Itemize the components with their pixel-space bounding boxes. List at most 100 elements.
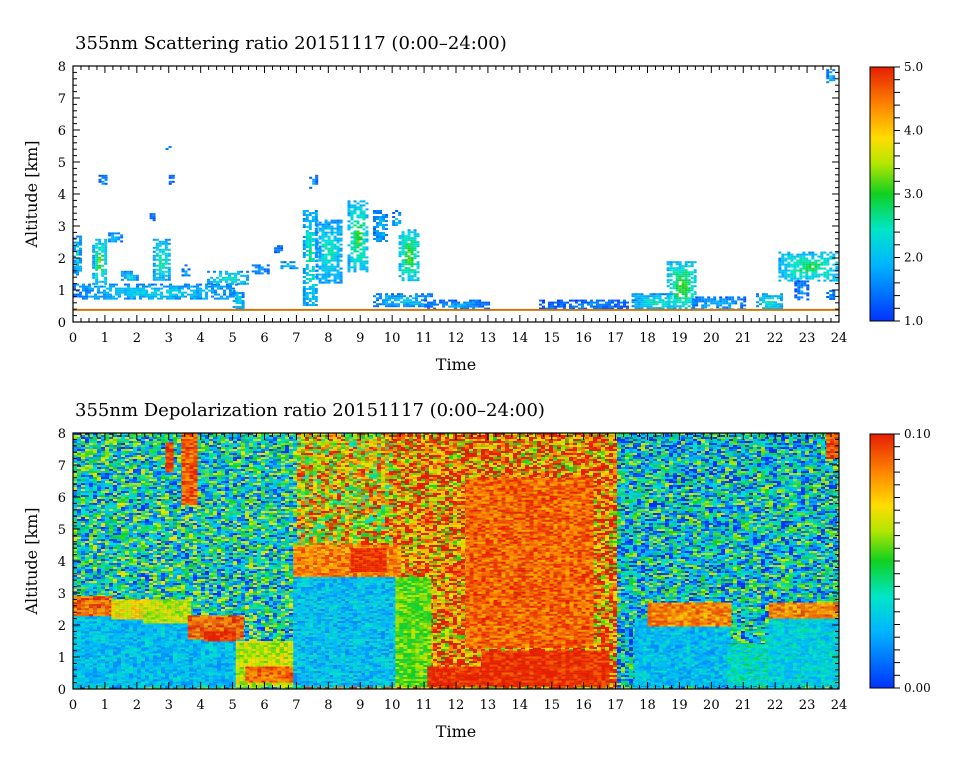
cloud-cell	[97, 295, 100, 298]
cloud-cell	[580, 303, 584, 306]
cloud-cell	[799, 267, 803, 270]
noise-cell	[141, 461, 145, 463]
cloud-cell	[675, 289, 679, 292]
cloud-cell	[356, 234, 360, 237]
noise-cell	[117, 527, 121, 529]
noise-cell	[85, 491, 89, 493]
cloud-cell	[118, 293, 121, 296]
noise-cell	[109, 457, 113, 459]
cloud-cell	[667, 305, 671, 308]
noise-cell	[133, 485, 137, 487]
cloud-cell	[274, 249, 278, 252]
cloud-cell	[678, 269, 682, 272]
noise-cell	[93, 573, 97, 575]
cloud-cell	[336, 225, 340, 228]
noise-cell	[133, 445, 137, 447]
cloud-cell	[353, 212, 357, 215]
noise-cell	[141, 597, 145, 599]
cloud-cell	[416, 251, 420, 254]
noise-cell	[113, 505, 117, 507]
cloud-cell	[104, 240, 108, 243]
cloud-cell	[305, 226, 309, 228]
cloud-cell	[598, 307, 602, 310]
cloud-cell	[92, 264, 96, 267]
cloud-cell	[302, 242, 306, 244]
noise-cell	[125, 457, 129, 459]
cloud-cell	[362, 250, 366, 253]
noise-cell	[133, 535, 137, 537]
noise-cell	[109, 523, 113, 525]
cloud-cell	[168, 180, 172, 183]
cloud-cell	[416, 271, 420, 274]
cloud-cell	[154, 295, 157, 298]
cloud-cell	[178, 289, 181, 292]
cloud-cell	[95, 238, 99, 241]
noise-cell	[77, 585, 81, 587]
cloud-cell	[678, 267, 682, 270]
noise-cell	[77, 501, 81, 503]
noise-cell	[141, 439, 145, 441]
noise-cell	[125, 511, 129, 513]
noise-cell	[137, 509, 141, 511]
noise-cell	[137, 565, 141, 567]
noise-cell	[129, 503, 133, 505]
noise-cell	[97, 471, 101, 473]
noise-cell	[141, 545, 145, 547]
noise-cell	[113, 501, 117, 503]
cloud-cell	[410, 257, 414, 260]
noise-cell	[77, 505, 81, 507]
cloud-cell	[379, 216, 383, 218]
cloud-cell	[416, 261, 420, 264]
noise-cell	[105, 581, 109, 583]
cloud-cell	[707, 298, 711, 301]
cloud-cell	[362, 222, 366, 225]
noise-cell	[101, 519, 105, 521]
noise-cell	[121, 531, 125, 533]
cloud-cell	[336, 271, 340, 274]
cloud-cell	[308, 252, 312, 254]
cloud-cell	[728, 306, 732, 309]
noise-cell	[113, 511, 117, 513]
noise-cell	[133, 551, 137, 553]
noise-cell	[89, 479, 93, 481]
noise-cell	[81, 531, 85, 533]
cloud-cell	[82, 295, 85, 298]
cloud-cell	[538, 303, 542, 306]
noise-cell	[89, 547, 93, 549]
cloud-cell	[634, 301, 638, 304]
noise-cell	[137, 443, 141, 445]
cloud-cell	[101, 248, 105, 251]
noise-cell	[93, 575, 97, 577]
cloud-cell	[104, 270, 108, 273]
noise-cell	[89, 573, 93, 575]
noise-cell	[129, 445, 133, 447]
cloud-cell	[469, 299, 473, 302]
cloud-cell	[725, 298, 729, 301]
cloud-cell	[336, 253, 340, 256]
cloud-cell	[257, 272, 261, 275]
noise-cell	[101, 547, 105, 549]
cloud-cell	[190, 285, 193, 288]
cloud-cell	[315, 269, 319, 272]
noise-cell	[73, 521, 77, 523]
cloud-cell	[95, 272, 99, 275]
noise-cell	[81, 595, 85, 597]
cloud-cell	[692, 302, 696, 305]
noise-cell	[121, 575, 125, 577]
cloud-cell	[362, 232, 366, 235]
cloud-cell	[805, 253, 809, 256]
cloud-cell	[675, 275, 679, 278]
cloud-cell	[336, 257, 340, 260]
cloud-cell	[759, 297, 763, 300]
cloud-cell	[232, 295, 235, 298]
cloud-cell	[314, 210, 318, 212]
cloud-cell	[397, 299, 401, 302]
x-tick-label: 8	[324, 331, 332, 346]
cloud-cell	[199, 297, 202, 300]
cloud-cell	[359, 212, 363, 215]
cloud-cell	[327, 243, 331, 246]
noise-cell	[105, 537, 109, 539]
cloud-cell	[321, 267, 325, 270]
cloud-cell	[607, 307, 611, 310]
cloud-cell	[305, 214, 309, 216]
